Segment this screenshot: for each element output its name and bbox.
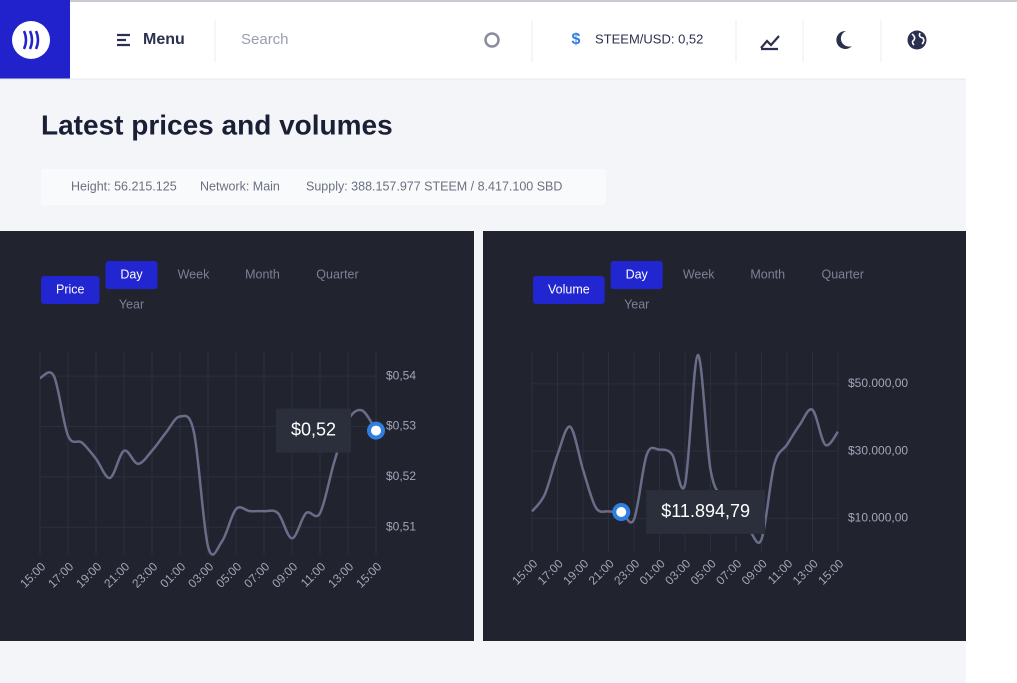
tab-active[interactable] <box>610 261 663 289</box>
price-line <box>39 371 378 556</box>
y-tick-label: $0,51 <box>386 519 416 533</box>
language-icon[interactable] <box>907 30 927 50</box>
y-tick-label: $0,54 <box>386 368 416 382</box>
info-height: Height: 56.215.125 <box>71 179 177 193</box>
tooltip <box>646 490 766 535</box>
tab[interactable]: Day <box>120 267 143 281</box>
tab[interactable]: Year <box>624 297 649 311</box>
theme-icon[interactable] <box>836 30 852 49</box>
tab[interactable]: Day <box>626 267 649 281</box>
menu-label: Menu <box>143 31 185 48</box>
tooltip-point[interactable] <box>612 503 631 522</box>
tab[interactable]: Year <box>119 297 144 311</box>
y-tick-label: $50.000,00 <box>848 376 908 390</box>
tab[interactable]: Month <box>245 267 280 281</box>
info-supply: Supply: 388.157.977 STEEM / 8.417.100 SB… <box>306 179 562 193</box>
chart-mode-label: Price <box>56 282 85 296</box>
y-tick-label: $0,52 <box>386 469 416 483</box>
price-line <box>531 353 839 545</box>
info-box <box>41 169 606 205</box>
header <box>0 0 966 79</box>
footer-strip <box>0 661 966 683</box>
tooltip <box>275 408 351 453</box>
tab[interactable]: Week <box>683 267 715 281</box>
tooltip-text: $0,52 <box>291 419 336 439</box>
globe-lines <box>911 32 925 46</box>
top-border <box>0 0 1017 2</box>
tab[interactable]: Quarter <box>822 267 864 281</box>
tab[interactable]: Week <box>178 267 210 281</box>
tab[interactable]: Month <box>750 267 785 281</box>
tooltip-point[interactable] <box>367 421 385 440</box>
chart-icon[interactable] <box>760 35 780 51</box>
search-icon[interactable] <box>484 32 500 48</box>
ticker: STEEM/USD: 0,52 <box>595 31 703 46</box>
y-tick-label: $0,53 <box>386 419 416 433</box>
search-input[interactable]: Search <box>241 31 289 48</box>
chart-mode-button[interactable] <box>41 276 100 304</box>
menu-icon <box>117 33 130 47</box>
y-tick-label: $10.000,00 <box>848 511 908 525</box>
info-network: Network: Main <box>200 179 280 193</box>
tooltip-text: $11.894,79 <box>661 501 750 521</box>
logo-mark <box>22 30 40 50</box>
page-title: Latest prices and volumes <box>41 109 393 140</box>
tab-active[interactable] <box>105 261 158 289</box>
y-tick-label: $30.000,00 <box>848 443 908 457</box>
tab[interactable]: Quarter <box>316 267 358 281</box>
chart-mode-label: Volume <box>548 282 590 296</box>
menu-button[interactable]: Menu <box>117 31 185 48</box>
chart-mode-button[interactable] <box>533 276 605 304</box>
currency-icon: $ <box>572 31 581 48</box>
